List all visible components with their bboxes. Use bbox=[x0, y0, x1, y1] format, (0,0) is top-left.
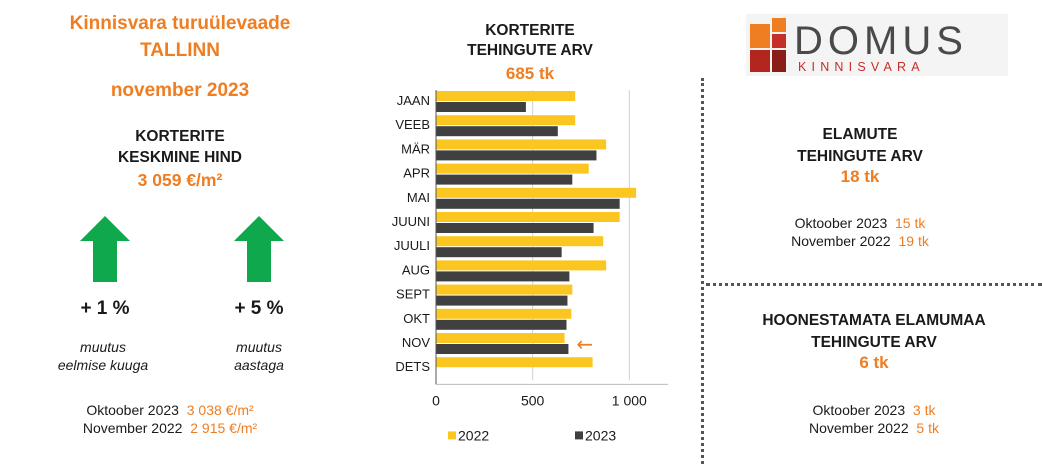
category-label: OKT bbox=[403, 311, 430, 326]
avg-price-value: 3 059 €/m² bbox=[137, 170, 223, 190]
bar-2023 bbox=[436, 198, 620, 209]
bar-2023 bbox=[436, 271, 570, 282]
houses-title-line2: TEHINGUTE ARV bbox=[797, 148, 923, 165]
houses-title-line1: ELAMUTE bbox=[822, 126, 898, 143]
bar-2022 bbox=[436, 163, 589, 174]
compare-label: Oktoober 2023 bbox=[812, 402, 906, 418]
legend-swatch-2023 bbox=[575, 431, 583, 440]
up-arrow-icon bbox=[80, 216, 130, 282]
compare-label: November 2022 bbox=[809, 420, 909, 436]
land-compare-oct: Oktoober 2023 3 tk bbox=[706, 402, 1042, 418]
category-label: APR bbox=[403, 166, 430, 181]
month-desc-line2: eelmise kuuga bbox=[57, 357, 149, 373]
avg-price-label: KORTERITE KESKMINE HIND bbox=[40, 126, 320, 168]
category-label: AUG bbox=[402, 262, 430, 277]
category-label: DETS bbox=[395, 359, 430, 374]
bar-2023 bbox=[436, 174, 573, 185]
legend-swatch-2022 bbox=[448, 431, 456, 440]
up-arrow-icon bbox=[234, 216, 284, 282]
vertical-divider bbox=[701, 78, 704, 464]
compare-value: 3 038 €/m² bbox=[186, 402, 254, 418]
year-desc-line1: muutus bbox=[236, 339, 282, 355]
bar-2023 bbox=[436, 102, 526, 112]
compare-label: Oktoober 2023 bbox=[86, 402, 179, 418]
bar-2023 bbox=[436, 344, 569, 354]
x-tick-label: 1 000 bbox=[612, 392, 647, 408]
report-period: november 2023 bbox=[110, 80, 250, 101]
avg-price-label-line2: KESKMINE HIND bbox=[117, 149, 242, 166]
land-total: 6 tk bbox=[859, 353, 889, 372]
compare-value: 5 tk bbox=[916, 420, 939, 436]
bar-2023 bbox=[436, 247, 562, 258]
bar-2022 bbox=[436, 308, 572, 319]
x-tick-label: 500 bbox=[521, 392, 545, 408]
chart-title-line2: TEHINGUTE ARV bbox=[467, 42, 593, 59]
bar-2023 bbox=[436, 223, 594, 233]
compare-value: 3 tk bbox=[912, 402, 936, 418]
chart-title-line1: KORTERITE bbox=[485, 22, 575, 39]
category-label: JAAN bbox=[397, 93, 430, 108]
bar-2022 bbox=[436, 212, 620, 222]
bar-2023 bbox=[436, 150, 597, 161]
price-compare-oct: Oktoober 2023 3 038 €/m² bbox=[0, 402, 340, 418]
compare-value: 19 tk bbox=[898, 233, 929, 249]
compare-label: Oktoober 2023 bbox=[794, 215, 888, 231]
category-label: NOV bbox=[402, 335, 431, 350]
month-desc-line1: muutus bbox=[80, 339, 126, 355]
bar-2023 bbox=[436, 295, 568, 306]
report-title: Kinnisvara turuülevaade bbox=[69, 13, 291, 34]
land-title-line2: TEHINGUTE ARV bbox=[811, 334, 937, 351]
bar-2022 bbox=[436, 187, 637, 198]
chart-total: 685 tk bbox=[505, 64, 555, 83]
houses-title: ELAMUTE TEHINGUTE ARV bbox=[710, 124, 1010, 168]
category-label: VEEB bbox=[395, 117, 430, 132]
compare-label: November 2022 bbox=[82, 420, 183, 436]
price-compare-nov: November 2022 2 915 €/m² bbox=[0, 420, 340, 436]
x-tick-label: 0 bbox=[432, 392, 440, 408]
bar-2023 bbox=[436, 126, 558, 137]
domus-logo: DOMUS KINNISVARA bbox=[746, 14, 1008, 76]
compare-value: 2 915 €/m² bbox=[190, 420, 258, 436]
avg-price-label-line1: KORTERITE bbox=[135, 128, 225, 145]
houses-compare-oct: Oktoober 2023 15 tk bbox=[710, 215, 1010, 231]
chart-title: KORTERITE TEHINGUTE ARV bbox=[400, 21, 660, 61]
year-desc-line2: aastaga bbox=[234, 357, 284, 373]
bar-2022 bbox=[436, 91, 576, 101]
month-change-desc: muutus eelmise kuuga bbox=[28, 338, 178, 374]
land-compare-nov: November 2022 5 tk bbox=[706, 420, 1042, 436]
apartment-transactions-chart: JAAN VEEB MÄR APR MAI JUUNI JUULI AUG SEPT OKT NOV… bbox=[392, 90, 668, 443]
year-change-value: + 5 % bbox=[234, 298, 284, 319]
land-title: HOONESTAMATA ELAMUMAA TEHINGUTE ARV bbox=[706, 310, 1042, 354]
legend-label: 2023 bbox=[585, 427, 616, 443]
bar-2022 bbox=[436, 236, 604, 247]
compare-label: November 2022 bbox=[791, 233, 891, 249]
logo-sub: KINNISVARA bbox=[798, 60, 925, 74]
category-label: MAI bbox=[407, 190, 430, 205]
legend-label: 2022 bbox=[458, 427, 489, 443]
compare-value: 15 tk bbox=[895, 215, 926, 231]
bar-2022 bbox=[436, 284, 573, 295]
houses-compare-nov: November 2022 19 tk bbox=[710, 233, 1010, 249]
bar-2022 bbox=[436, 260, 607, 271]
category-label: MÄR bbox=[401, 141, 430, 156]
horizontal-divider bbox=[706, 283, 1042, 286]
category-label: JUULI bbox=[394, 238, 430, 253]
bar-2022 bbox=[436, 333, 565, 343]
category-label: SEPT bbox=[396, 287, 430, 302]
bar-2022 bbox=[436, 115, 576, 126]
bar-2023 bbox=[436, 319, 567, 330]
bar-2022 bbox=[436, 357, 593, 368]
bar-2022 bbox=[436, 139, 607, 150]
houses-total: 18 tk bbox=[840, 167, 880, 186]
report-city: TALLINN bbox=[140, 40, 220, 61]
logo-name: DOMUS bbox=[794, 19, 968, 63]
year-change-desc: muutus aastaga bbox=[184, 338, 334, 374]
annotation-arrow-icon: ← bbox=[576, 332, 593, 356]
category-label: JUUNI bbox=[392, 214, 430, 229]
month-change-value: + 1 % bbox=[80, 298, 130, 319]
land-title-line1: HOONESTAMATA ELAMUMAA bbox=[762, 312, 986, 329]
